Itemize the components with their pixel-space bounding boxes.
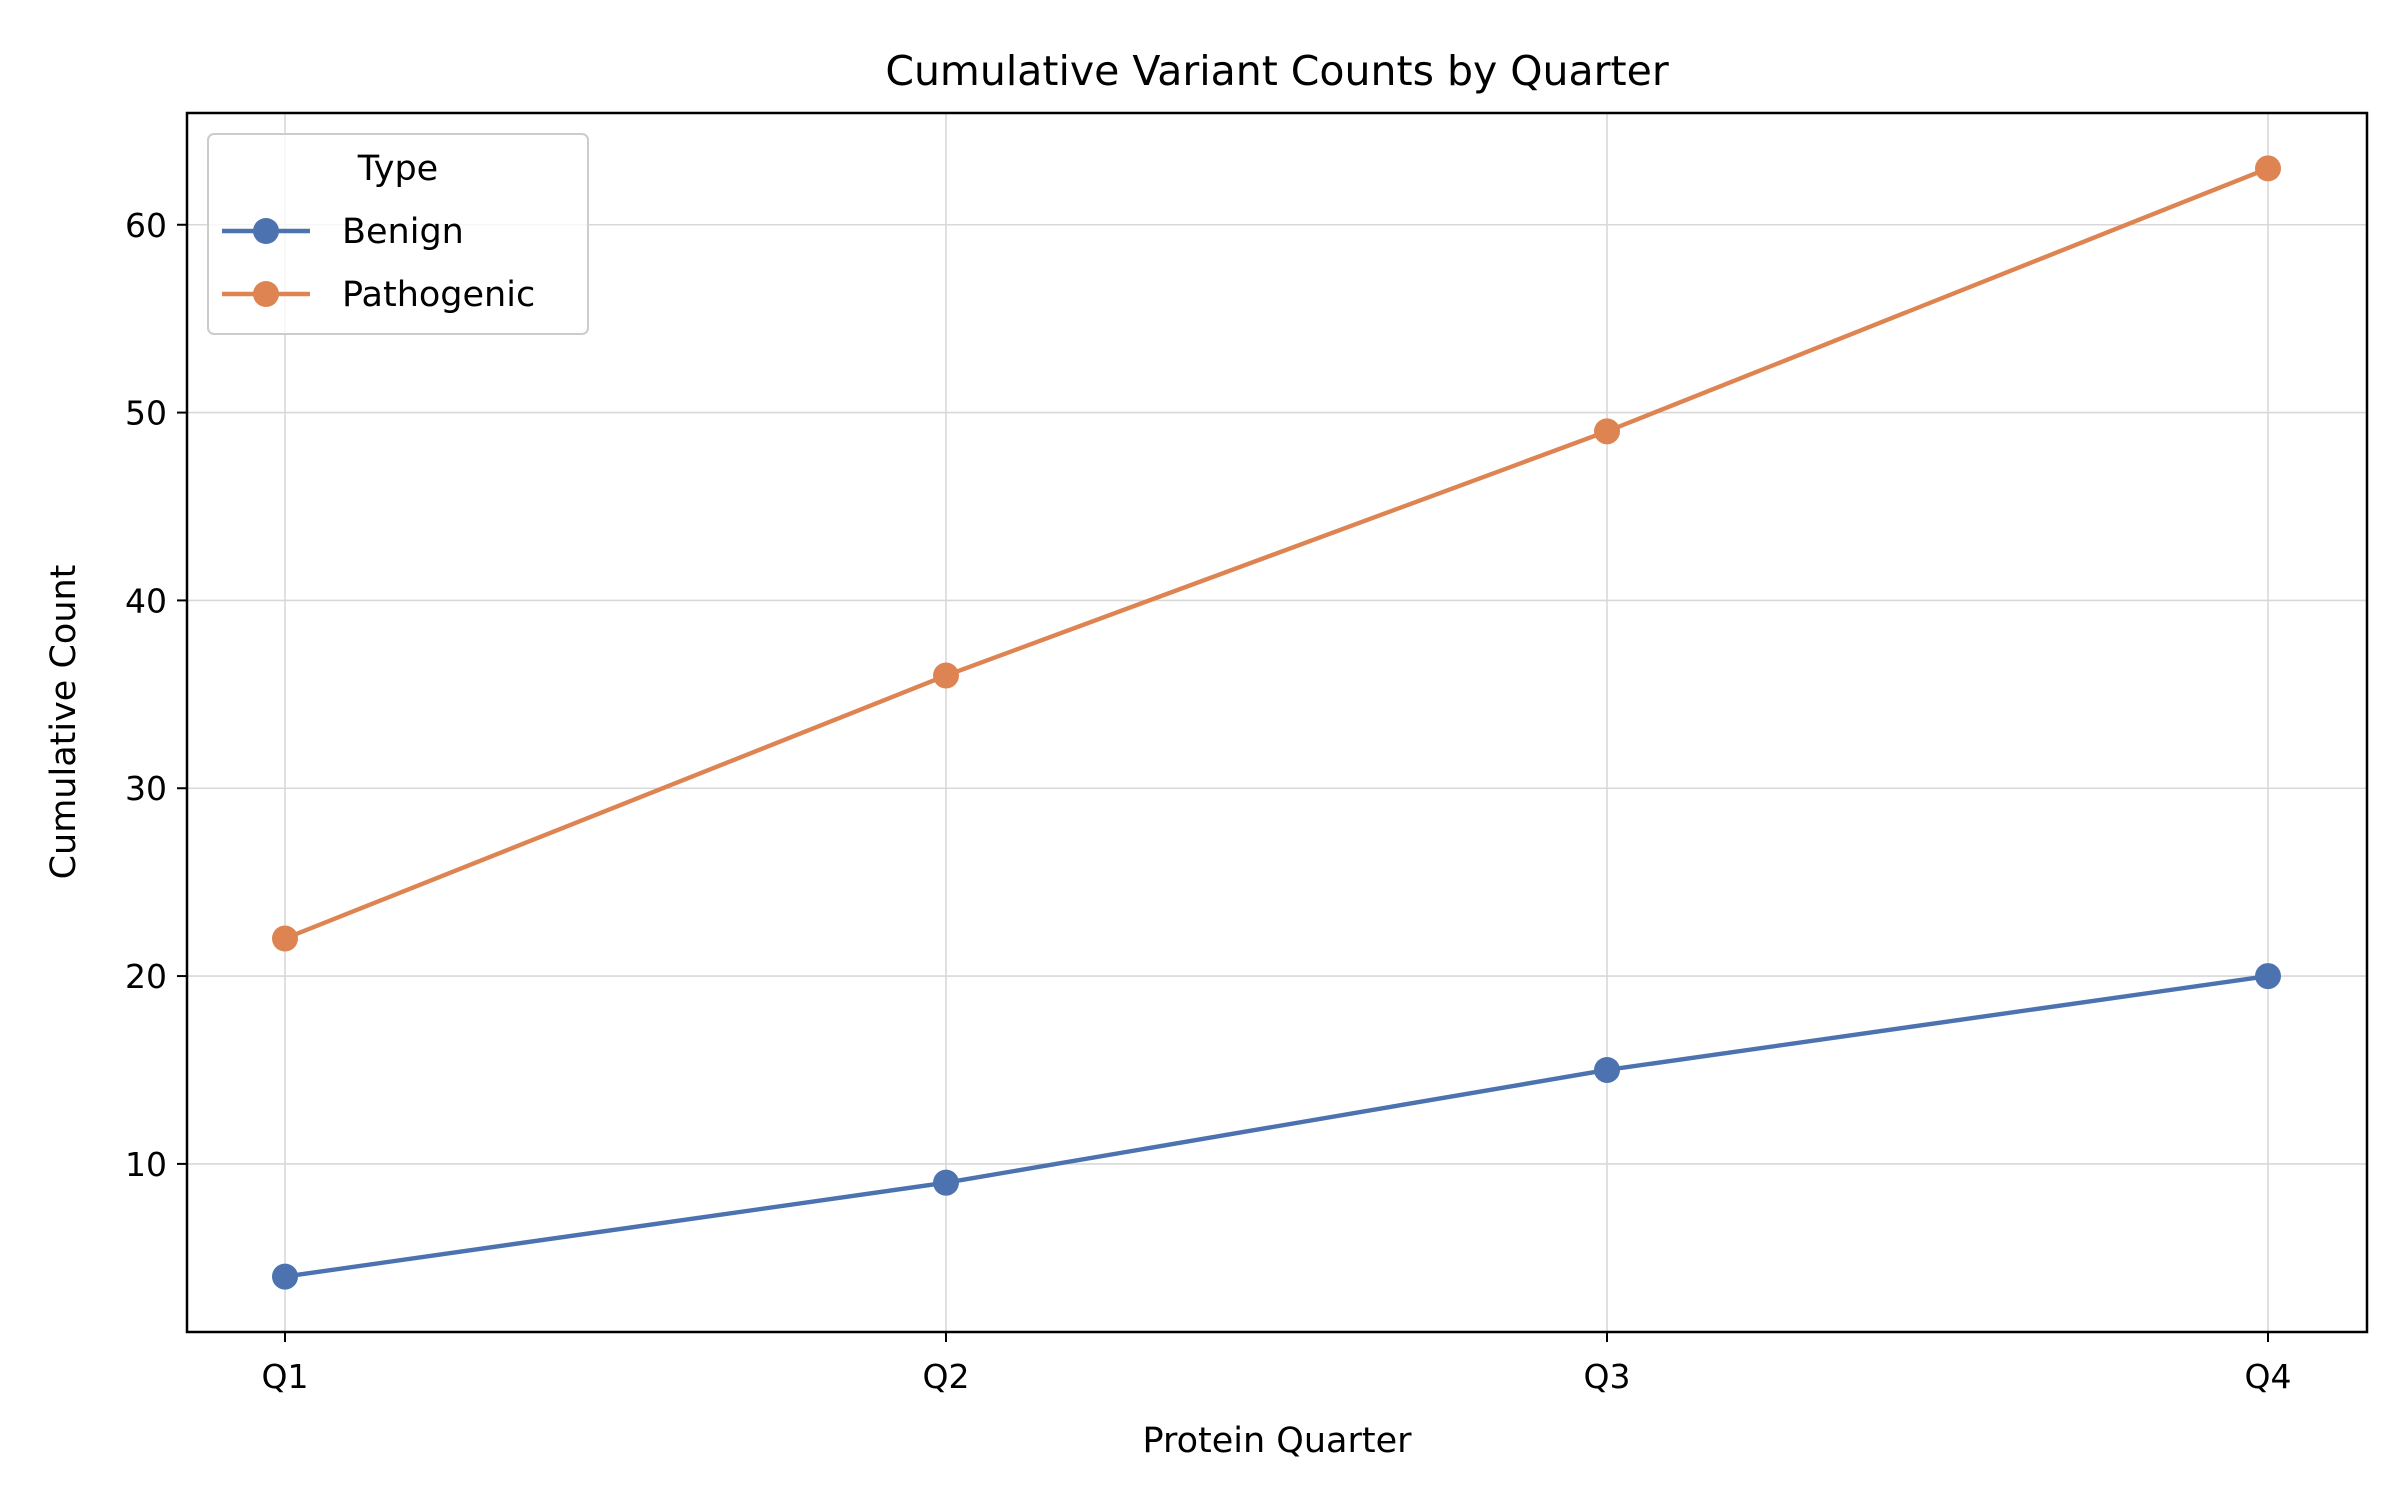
pathogenic-line bbox=[284, 166, 2269, 941]
legend-label: Pathogenic bbox=[342, 275, 535, 315]
pathogenic-point bbox=[2255, 155, 2281, 182]
y-tick-label: 50 bbox=[125, 394, 167, 433]
axis-ticks: Q1 Q2 Q3 Q4 10 20 30 40 50 60 bbox=[125, 206, 2291, 1396]
series-pathogenic bbox=[272, 155, 2281, 952]
benign-point bbox=[2255, 963, 2281, 990]
y-tick-label: 60 bbox=[125, 206, 167, 245]
legend-entries: Benign Pathogenic bbox=[222, 212, 535, 315]
series-benign bbox=[272, 963, 2281, 1290]
legend-title: Type bbox=[357, 149, 438, 189]
legend-entry-pathogenic: Pathogenic bbox=[222, 275, 535, 315]
benign-point bbox=[272, 1263, 298, 1290]
legend-box bbox=[207, 133, 589, 335]
legend-swatch-marker bbox=[253, 218, 279, 244]
legend-label: Benign bbox=[342, 212, 464, 252]
pathogenic-point bbox=[933, 662, 959, 689]
pathogenic-point bbox=[272, 925, 298, 952]
x-axis-label: Protein Quarter bbox=[1142, 1421, 1412, 1461]
y-tick-label: 20 bbox=[125, 957, 167, 996]
x-tick-label: Q1 bbox=[262, 1357, 309, 1396]
x-tick-label: Q2 bbox=[923, 1357, 970, 1396]
chart-title: Cumulative Variant Counts by Quarter bbox=[885, 47, 1669, 95]
benign-point bbox=[933, 1169, 959, 1196]
series-layer bbox=[272, 155, 2281, 1290]
pathogenic-point bbox=[1594, 418, 1620, 445]
x-tick-label: Q3 bbox=[1584, 1357, 1631, 1396]
legend-entry-benign: Benign bbox=[222, 212, 464, 252]
legend-swatch-marker bbox=[253, 281, 279, 307]
grid bbox=[187, 113, 2367, 1332]
benign-line bbox=[284, 973, 2269, 1279]
y-tick-label: 30 bbox=[125, 769, 167, 808]
y-tick-label: 40 bbox=[125, 581, 167, 620]
y-axis-label: Cumulative Count bbox=[44, 565, 84, 880]
legend: Type Benign Pathogenic bbox=[207, 133, 589, 335]
y-tick-label: 10 bbox=[125, 1145, 167, 1184]
plot-area-frame bbox=[185, 111, 2369, 1334]
x-tick-label: Q4 bbox=[2245, 1357, 2292, 1396]
benign-point bbox=[1594, 1056, 1620, 1083]
